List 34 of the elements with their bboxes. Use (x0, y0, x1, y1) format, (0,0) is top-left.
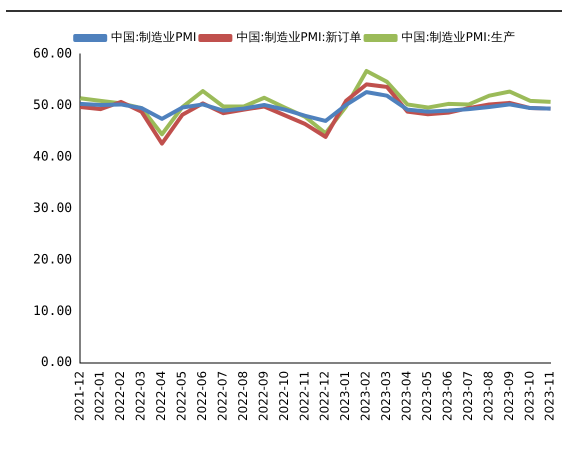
y-tick-label: 30.00 (32, 200, 72, 216)
y-tick-label: 0.00 (40, 355, 72, 370)
x-tick-label: 2022-12 (318, 370, 332, 421)
y-tick-label: 40.00 (32, 149, 72, 164)
x-tick-label: 2023-11 (542, 370, 557, 421)
x-tick-label: 2023-08 (481, 370, 496, 421)
x-tick-label: 2023-02 (358, 370, 373, 421)
y-tick-label: 20.00 (32, 252, 72, 268)
x-tick-label: 2022-08 (236, 370, 250, 421)
legend-label: 中国:制造业PMI (111, 30, 196, 44)
x-tick-label: 2022-10 (276, 370, 291, 421)
x-tick-label: 2022-11 (297, 370, 312, 421)
x-tick-label: 2021-12 (72, 370, 86, 421)
y-tick-label: 60.00 (32, 46, 72, 62)
x-tick-label: 2023-04 (400, 370, 414, 421)
x-tick-label: 2022-03 (134, 370, 148, 421)
x-tick-label: 2023-03 (379, 370, 394, 421)
x-tick-label: 2022-09 (256, 370, 270, 421)
x-tick-label: 2023-01 (338, 370, 352, 421)
y-tick-label: 10.00 (32, 304, 72, 319)
legend-label: 中国:制造业PMI:生产 (402, 30, 515, 44)
x-tick-label: 2023-06 (440, 370, 454, 421)
x-tick-label: 2023-07 (460, 370, 475, 421)
x-tick-label: 2023-05 (420, 370, 434, 421)
x-tick-label: 2022-06 (194, 370, 209, 421)
x-tick-label: 2022-07 (215, 370, 230, 421)
x-tick-label: 2022-01 (92, 370, 107, 421)
x-tick-label: 2023-10 (522, 370, 536, 421)
x-tick-label: 2022-05 (174, 370, 189, 421)
legend-label: 中国:制造业PMI:新订单 (236, 30, 362, 44)
y-tick-label: 50.00 (32, 98, 72, 113)
x-tick-label: 2022-02 (113, 370, 128, 421)
x-tick-label: 2023-09 (502, 370, 516, 421)
x-tick-label: 2022-04 (154, 370, 168, 421)
